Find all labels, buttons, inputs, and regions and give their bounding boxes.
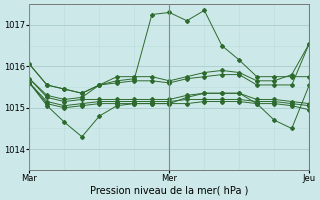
X-axis label: Pression niveau de la mer( hPa ): Pression niveau de la mer( hPa )	[90, 186, 249, 196]
